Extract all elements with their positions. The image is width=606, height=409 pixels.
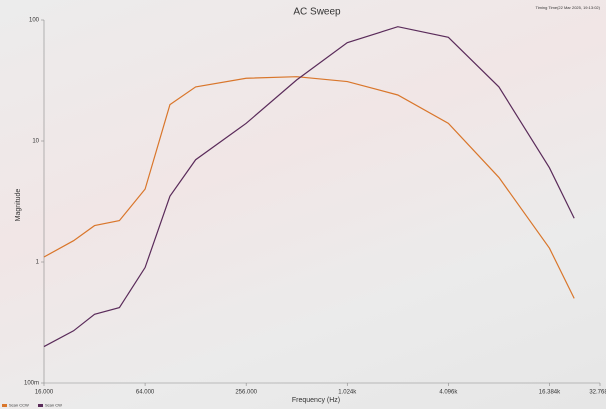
chart-title: AC Sweep — [293, 7, 341, 18]
legend-label: Scan CCW — [9, 403, 29, 408]
x-tick-label: 16.384k — [539, 390, 561, 396]
x-tick-label: 32.768k — [589, 390, 606, 396]
y-tick-label: 10 — [32, 139, 39, 145]
series-line — [43, 76, 575, 299]
y-tick-label: 1 — [36, 260, 40, 266]
y-axis-label: Magnitude — [15, 189, 22, 222]
y-tick-label: 100m — [24, 381, 39, 387]
x-tick-label: 64.000 — [136, 390, 155, 396]
legend-label: Scan CW — [45, 403, 62, 408]
legend-swatch — [2, 404, 7, 407]
y-tick-label: 100 — [29, 18, 40, 24]
timestamp: Timing Time(22 Mar 2025, 19:13:02) — [535, 5, 600, 10]
x-tick-label: 1.024k — [338, 390, 357, 396]
x-tick-label: 256.000 — [235, 390, 257, 396]
x-axis-label: Frequency (Hz) — [292, 397, 340, 404]
series-line — [43, 26, 575, 348]
x-tick-label: 16.000 — [35, 390, 54, 396]
legend-swatch — [38, 404, 43, 407]
x-tick-label: 4.096k — [439, 390, 458, 396]
